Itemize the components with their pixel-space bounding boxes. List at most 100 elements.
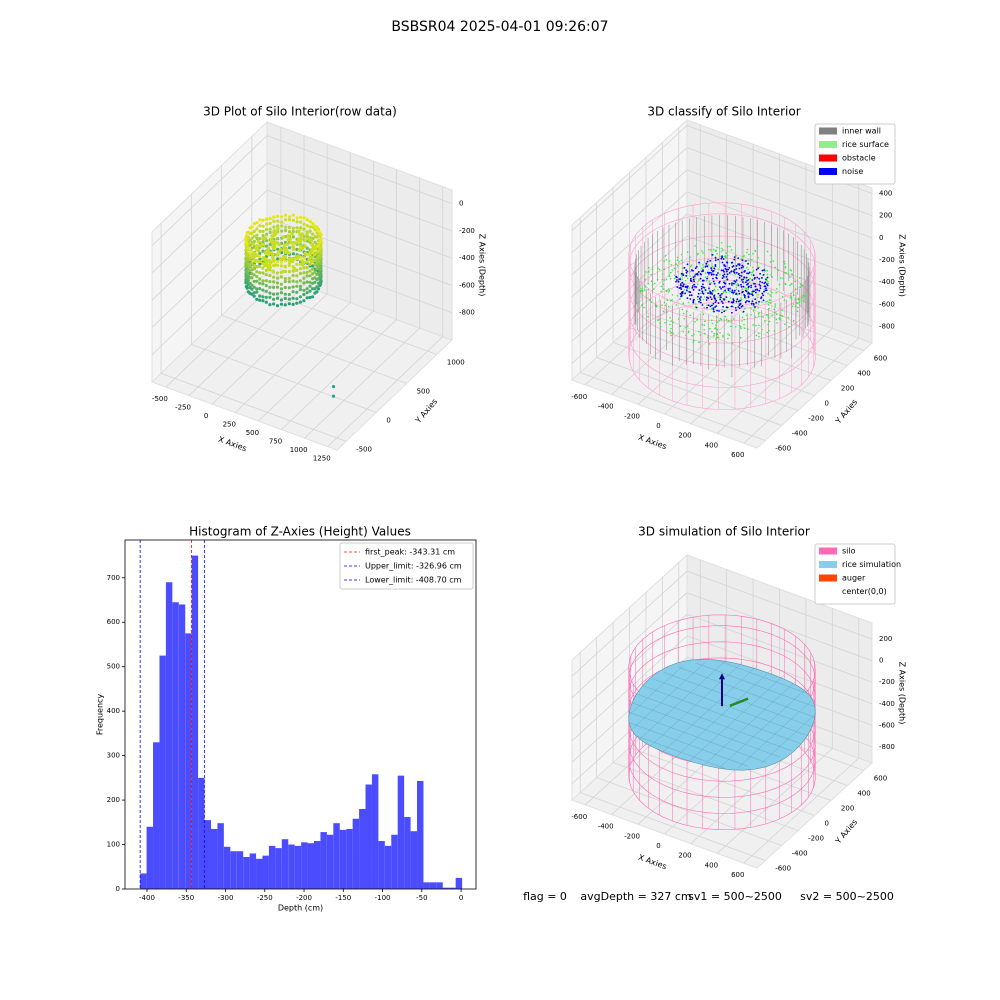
point-cloud	[302, 256, 306, 260]
noise	[761, 292, 764, 295]
point-cloud	[258, 218, 262, 222]
grid-line	[221, 315, 407, 384]
rice-surface	[704, 276, 707, 279]
point-cloud	[311, 295, 315, 299]
point-cloud	[252, 294, 256, 298]
rice-surface	[706, 304, 708, 306]
z-tick-label: 0	[459, 200, 463, 208]
point-cloud	[268, 216, 272, 221]
point-cloud	[265, 232, 269, 236]
y-tick-label: 400	[857, 790, 870, 798]
point-cloud	[269, 260, 273, 265]
rice-surface	[661, 304, 663, 307]
rice-surface	[680, 259, 683, 262]
point-cloud	[264, 295, 268, 299]
y-tick-label: 200	[107, 796, 120, 804]
rice-surface	[687, 331, 690, 334]
rice-surface	[670, 331, 672, 334]
rice-surface	[739, 325, 741, 327]
point-cloud	[286, 234, 290, 238]
point-cloud	[268, 295, 272, 299]
point-cloud	[276, 226, 280, 231]
rice-surface	[659, 322, 661, 325]
y-tick-label: 700	[107, 574, 120, 582]
point-cloud	[255, 270, 259, 274]
point-cloud	[283, 303, 287, 307]
rice-surface	[641, 304, 643, 306]
rice-surface	[675, 263, 677, 265]
y-tick-label: 400	[107, 707, 120, 715]
point-cloud	[275, 296, 280, 300]
legend-swatch	[819, 574, 837, 582]
point-cloud	[308, 262, 312, 266]
rice-surface	[739, 297, 742, 299]
noise	[681, 281, 684, 284]
point-cloud	[252, 263, 256, 268]
rice-surface	[770, 254, 772, 257]
noise	[734, 307, 737, 309]
bar	[346, 828, 353, 889]
noise	[709, 259, 712, 262]
point-cloud	[245, 231, 249, 235]
noise	[689, 279, 692, 282]
noise	[724, 267, 727, 270]
point-cloud	[299, 220, 303, 224]
noise	[707, 304, 710, 307]
noise	[747, 296, 750, 299]
z-tick-label: -200	[459, 227, 475, 235]
rice-surface	[757, 296, 759, 299]
point-cloud	[268, 274, 272, 278]
rice-surface	[744, 307, 746, 310]
point-cloud	[291, 290, 295, 294]
x-tick-label: -200	[296, 894, 312, 902]
noise	[763, 282, 766, 285]
rice-surface	[756, 262, 758, 264]
noise	[737, 257, 740, 259]
rice-surface	[775, 318, 778, 321]
point-cloud	[252, 285, 256, 289]
x-tick-label: 200	[678, 432, 691, 440]
point-cloud	[318, 253, 322, 257]
noise	[718, 280, 721, 283]
bar	[378, 840, 385, 889]
legend-label: obstacle	[842, 154, 876, 163]
noise	[682, 283, 685, 285]
y-tick-label: 0	[386, 416, 390, 424]
rice-surface	[682, 302, 685, 305]
point-cloud	[276, 224, 280, 228]
noise	[754, 288, 757, 291]
rice-surface	[766, 331, 769, 334]
point-cloud	[305, 270, 309, 274]
noise	[727, 268, 730, 271]
rice-surface	[766, 273, 769, 276]
grid-line	[266, 162, 453, 232]
rice-surface	[657, 319, 659, 322]
point-cloud	[319, 238, 323, 242]
point-cloud	[268, 291, 272, 295]
point-cloud	[252, 254, 256, 258]
rice-surface	[771, 314, 773, 316]
noise	[733, 271, 736, 274]
rice-surface	[797, 306, 799, 309]
rice-surface	[733, 318, 735, 320]
noise	[717, 292, 720, 295]
point-cloud	[287, 230, 292, 234]
bar	[146, 826, 154, 889]
rice-surface	[714, 268, 716, 271]
bar	[204, 820, 211, 889]
noise	[735, 279, 738, 281]
bar	[281, 839, 289, 889]
rice-surface	[770, 295, 772, 297]
noise	[758, 277, 761, 280]
rice-surface	[780, 277, 782, 279]
bar	[262, 855, 269, 889]
point-cloud	[258, 237, 262, 241]
noise	[728, 282, 731, 285]
point-cloud	[295, 262, 299, 266]
point-cloud	[275, 285, 280, 289]
noise	[714, 256, 717, 259]
rice-surface	[771, 291, 773, 294]
point-cloud	[317, 227, 321, 232]
rice-surface	[751, 271, 753, 274]
point-cloud	[311, 277, 315, 281]
